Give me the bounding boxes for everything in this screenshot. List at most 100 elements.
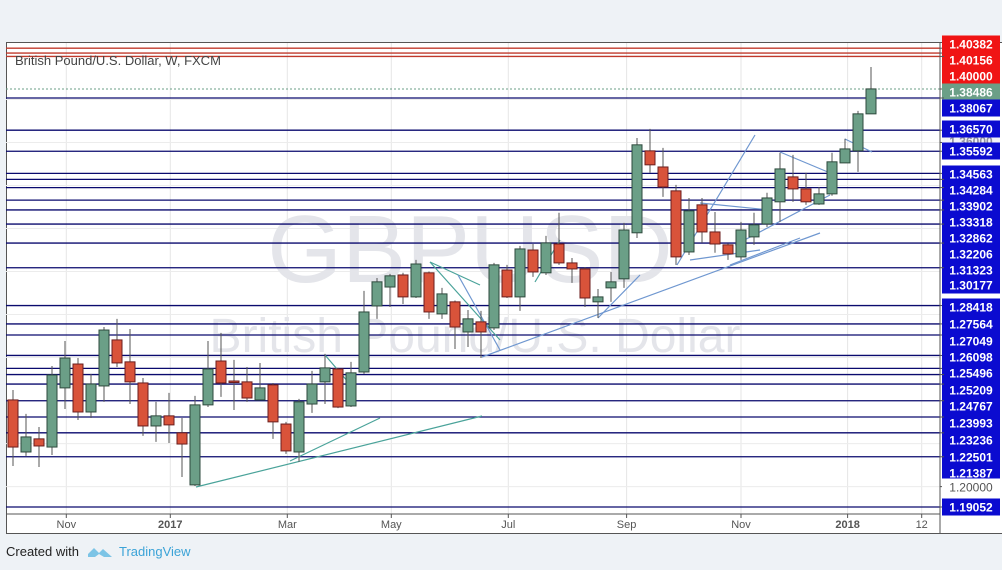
candle-body-up [189, 404, 201, 486]
price-label: 1.27049 [940, 332, 1000, 350]
price-label-box [942, 431, 1000, 449]
candle [280, 421, 292, 454]
price-label-box [942, 298, 1000, 316]
candle [254, 362, 266, 401]
candle-body-up [59, 357, 71, 389]
price-label-box [942, 142, 1000, 160]
price-label: 1.36570 [940, 120, 1000, 138]
candle-body-up [319, 367, 331, 383]
candle-body-down [137, 382, 149, 427]
candle-body-up [306, 383, 318, 405]
candle [241, 367, 253, 402]
x-tick-label: Nov [57, 519, 77, 531]
candle-body-down [722, 244, 734, 255]
candle [33, 427, 45, 468]
candle-body-up [46, 374, 58, 448]
candle [501, 264, 513, 298]
price-label: 1.25496 [940, 364, 1000, 382]
candle-body-down [553, 243, 565, 264]
candle-body-up [761, 197, 773, 225]
price-label-text: 1.23993 [949, 417, 993, 431]
price-label: 1.32862 [940, 209, 1000, 247]
candle [358, 290, 370, 374]
candle [85, 373, 97, 419]
price-label: 1.24767 [940, 383, 1000, 415]
price-label-text: 1.40000 [949, 70, 993, 84]
x-tick-label: Mar [278, 519, 297, 531]
price-label-box [942, 213, 1000, 231]
price-label-text: 1.24767 [949, 400, 993, 414]
candle [852, 110, 864, 172]
price-label-text: 1.33318 [949, 216, 993, 230]
tradingview-link[interactable]: TradingView [87, 544, 191, 559]
price-label: 1.33902 [940, 187, 1000, 215]
price-label-text: 1.36570 [949, 123, 993, 137]
price-label: 1.38067 [940, 97, 1000, 117]
candle-body-down [163, 415, 175, 426]
trend-line [597, 274, 641, 319]
candle-body-down [241, 381, 253, 399]
candle [813, 186, 825, 205]
candle-body-up [98, 329, 110, 387]
candle [20, 413, 32, 456]
candle [683, 197, 695, 255]
candle [462, 310, 474, 348]
trend-line [195, 415, 483, 488]
footer: Created with TradingView [6, 544, 191, 559]
x-tick-label: 12 [916, 519, 928, 531]
candle [618, 222, 630, 288]
price-label: 1.34563 [940, 165, 1000, 183]
x-tick-label: Sep [617, 519, 637, 531]
candle-body-down [501, 269, 513, 298]
tradingview-brand: TradingView [118, 544, 191, 559]
candle [488, 262, 500, 331]
candle [150, 401, 162, 442]
candle [371, 277, 383, 319]
price-label-box [942, 478, 1000, 496]
x-tick-label: Nov [731, 519, 751, 531]
price-label-box [942, 261, 1000, 279]
candle [787, 154, 799, 202]
price-label: 1.30177 [940, 267, 1000, 294]
candle-body-up [605, 281, 617, 289]
price-label: 1.26098 [940, 348, 1000, 366]
candle [319, 353, 331, 405]
candle [657, 147, 669, 197]
trend-line [289, 417, 381, 462]
price-label-box [942, 414, 1000, 432]
price-label-box [942, 332, 1000, 350]
price-label-text: 1.34563 [949, 168, 993, 182]
candle-body-down [566, 262, 578, 270]
trend-line [429, 261, 501, 341]
price-label-box [942, 348, 1000, 366]
candle [826, 152, 838, 196]
candle-body-up [839, 148, 851, 164]
candle [345, 361, 357, 408]
candle-body-down [111, 339, 123, 364]
candle [540, 235, 552, 275]
price-label-box [942, 67, 1000, 85]
candle [410, 259, 422, 298]
trend-line [429, 261, 481, 286]
price-label-box [942, 99, 1000, 117]
price-label: 1.23993 [940, 400, 1000, 432]
price-label-text: 1.21387 [949, 467, 993, 481]
candle-body-down [709, 231, 721, 245]
candle [553, 212, 565, 265]
price-label: 1.38486 [940, 83, 1000, 101]
price-label-text: 1.32206 [949, 248, 993, 262]
candle [332, 367, 344, 409]
candle [397, 272, 409, 305]
price-label: 1.40156 [940, 51, 1000, 69]
candle-body-up [371, 281, 383, 307]
price-label-text: 1.33902 [949, 200, 993, 214]
price-label-box [942, 381, 1000, 399]
price-label: 1.32206 [940, 223, 1000, 263]
price-label-box [942, 51, 1000, 69]
price-label-text: 1.30177 [949, 279, 993, 293]
candle [605, 271, 617, 302]
candle [774, 152, 786, 222]
candle [475, 310, 487, 358]
candle [202, 340, 214, 408]
